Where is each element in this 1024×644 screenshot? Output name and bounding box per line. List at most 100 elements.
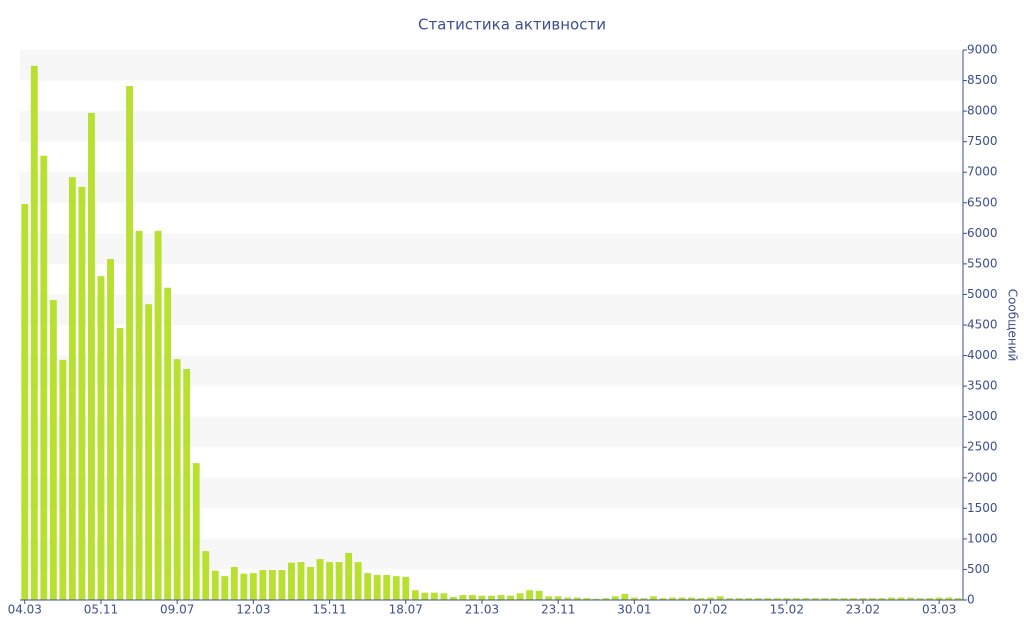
bar: [611, 596, 619, 600]
bar: [678, 597, 686, 600]
x-tick-label: 07.02: [693, 603, 727, 617]
bar: [259, 570, 267, 600]
bar: [726, 598, 734, 600]
y-tick-label: 4500: [967, 318, 998, 332]
bar: [830, 598, 838, 600]
bar: [335, 562, 343, 600]
bar: [630, 597, 638, 600]
bar: [383, 574, 391, 600]
bar: [916, 598, 924, 600]
y-tick-label: 7000: [967, 165, 998, 179]
bar: [49, 299, 57, 600]
x-tick-label: 09.07: [160, 603, 194, 617]
bar: [602, 598, 610, 600]
bar: [240, 573, 248, 600]
bar: [288, 562, 295, 600]
bar: [688, 597, 695, 600]
y-tick-label: 6000: [967, 226, 998, 240]
x-tick-label: 23.11: [541, 603, 575, 617]
bar: [840, 598, 848, 600]
x-tick-label: 12.03: [236, 603, 270, 617]
x-tick-label: 21.03: [465, 603, 499, 617]
x-tick-label: 04.03: [8, 603, 42, 617]
bar: [469, 595, 476, 600]
bar: [392, 576, 400, 600]
bar: [440, 593, 448, 600]
grid-band: [20, 233, 963, 264]
bar: [621, 593, 629, 600]
y-tick-label: 2500: [967, 440, 998, 454]
y-tick-label: 0: [967, 593, 975, 607]
bar: [764, 598, 772, 600]
y-tick-label: 1000: [967, 531, 998, 545]
bar: [802, 598, 810, 600]
bar: [783, 598, 791, 600]
bar: [59, 359, 67, 600]
bar: [40, 155, 48, 600]
y-tick-label: 7500: [967, 134, 998, 148]
bar: [364, 573, 372, 600]
bar: [945, 597, 953, 600]
y-tick-label: 9000: [967, 43, 998, 57]
bar: [316, 559, 324, 600]
bar: [507, 595, 514, 600]
x-tick-label: 30.01: [617, 603, 651, 617]
bar: [173, 359, 181, 600]
bar: [278, 570, 286, 600]
bar: [211, 570, 219, 600]
bar: [145, 304, 153, 600]
bar: [554, 596, 562, 600]
bar: [268, 570, 276, 600]
bar: [307, 567, 314, 600]
bar: [707, 597, 715, 600]
grid-band: [20, 50, 963, 81]
y-tick-label: 4000: [967, 348, 998, 362]
y-tick-label: 2000: [967, 470, 998, 484]
bar: [592, 598, 600, 600]
bar: [516, 593, 524, 600]
y-tick-label: 6500: [967, 195, 998, 209]
bar: [373, 574, 381, 600]
bar: [221, 576, 229, 600]
bar: [659, 598, 667, 600]
x-tick-label: 05.11: [84, 603, 118, 617]
y-tick-label: 3500: [967, 379, 998, 393]
bar: [545, 596, 553, 600]
bar: [526, 590, 534, 600]
x-tick-label: 03.03: [922, 603, 956, 617]
bar: [326, 562, 333, 600]
bar: [716, 596, 724, 600]
bar: [773, 598, 781, 600]
bar: [126, 86, 133, 601]
bar: [68, 177, 76, 600]
bar: [116, 328, 124, 600]
bar: [354, 562, 362, 600]
bar: [859, 598, 867, 600]
bar: [821, 598, 829, 600]
x-tick-label: 23.02: [846, 603, 880, 617]
bar: [421, 592, 429, 600]
bar: [449, 596, 457, 600]
bar: [869, 598, 876, 600]
bar: [669, 597, 676, 600]
y-tick-label: 8000: [967, 104, 998, 118]
x-tick-label: 15.11: [312, 603, 346, 617]
bar: [583, 598, 591, 600]
bar: [745, 598, 753, 600]
bar: [697, 598, 705, 600]
bar: [897, 597, 905, 600]
grid-band: [20, 111, 963, 142]
bar: [249, 573, 257, 600]
bar: [497, 595, 505, 600]
bar: [154, 230, 162, 600]
bar: [792, 598, 800, 600]
bar: [878, 598, 886, 600]
bar: [411, 590, 419, 600]
x-tick-label: 18.07: [389, 603, 423, 617]
bar: [488, 595, 495, 600]
y-tick-label: 500: [967, 562, 990, 576]
bar: [88, 112, 95, 600]
bar: [754, 598, 762, 600]
bar: [564, 597, 572, 600]
